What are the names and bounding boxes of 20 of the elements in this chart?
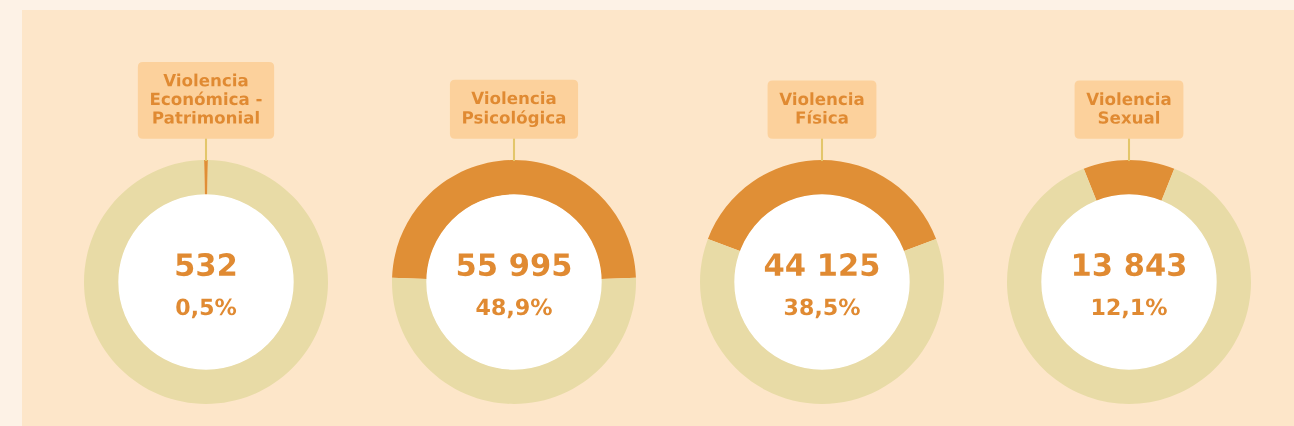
chart-title: Violencia Física [779, 92, 864, 124]
donut-slice [700, 238, 944, 404]
donut-slice [707, 160, 937, 252]
donut-slice [1083, 160, 1175, 202]
text: 12,1% [1092, 298, 1167, 319]
donut-slice [392, 160, 636, 279]
donut-slice [392, 277, 636, 404]
donut-slice [84, 160, 328, 404]
chart-title: Violencia Sexual [1086, 92, 1171, 124]
text: 0,5% [176, 298, 237, 319]
chart-title: Violencia Económica - Patrimonial [151, 73, 262, 124]
chart-title: Violencia Psicológica [463, 91, 566, 128]
text: 38,5% [784, 298, 860, 319]
text: 13 843 [1073, 253, 1186, 277]
text: 48,9% [476, 298, 552, 319]
donut-slice [1007, 168, 1251, 404]
text: 44 125 [764, 253, 879, 277]
text: 55 995 [457, 253, 571, 277]
donut-slice [204, 160, 208, 196]
text: 532 [176, 253, 236, 277]
